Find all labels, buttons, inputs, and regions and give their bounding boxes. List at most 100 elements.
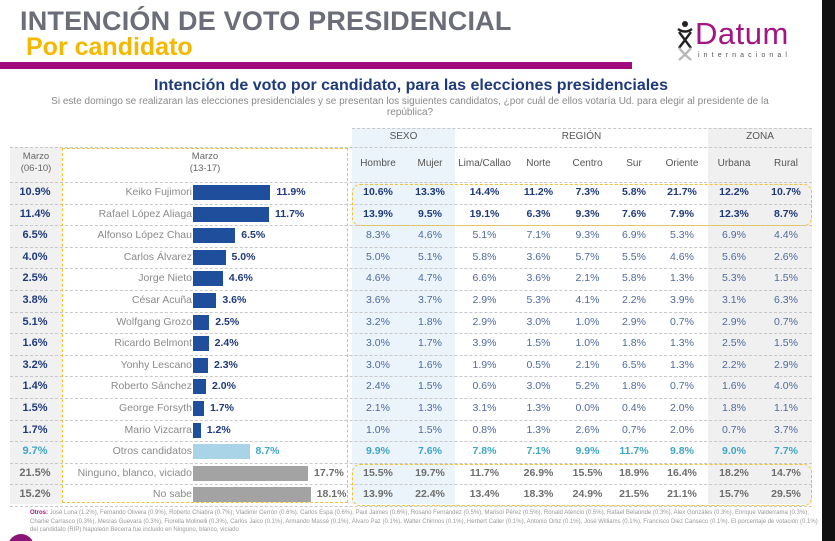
previous-value: 6.5% [22,229,48,242]
vote-bar [193,336,209,352]
segment-value: 5.1% [472,229,497,242]
footnote: Otros: José Luna (1.2%), Fernando Oliver… [30,509,820,535]
bar-value-label: 18.1% [316,488,347,501]
table-row: 3.2% Yonhy Lescano 2.3% 3.0% 1.6% 1.9% 0.5% 2.1… [10,355,812,377]
segment-value: 9.8% [670,445,694,458]
segment-value: 10.7% [771,186,801,198]
table-row: 21.5% Ninguno, blanco, viciado 17.7% 15.5% 1… [10,463,812,485]
group-header-zona: ZONA [746,131,774,142]
table-row: 6.5% Alfonso López Chau 6.5% 8.3% 4.6% 5.1% 7.… [10,225,812,247]
footnote-label: Otros: [30,510,48,516]
bar-value-label: 11.9% [276,186,306,198]
table-row: 1.5% George Forsyth 1.7% 2.1% 1.3% 3.1% 1.3% 0.… [10,398,812,420]
segment-value: 2.1% [575,272,600,285]
segment-value: 3.2% [366,315,390,328]
segment-value: 2.2% [622,294,646,306]
logo-tagline: internacional [698,52,791,59]
vote-bar [193,314,210,330]
footnote-text: José Luna (1.2%), Fernando Olivera (0.9%… [30,510,818,533]
segment-value: 3.0% [526,315,551,328]
candidate-name: Roberto Sánchez [110,380,192,393]
segment-value: 1.3% [670,337,694,350]
segment-value: 21.5% [619,488,649,501]
segment-value: 0.0% [575,402,600,414]
candidate-name: César Acuña [131,294,192,306]
segment-value: 1.8% [722,402,746,414]
candidate-name: Carlos Álvarez [123,250,192,263]
segment-value: 1.3% [670,272,694,285]
segment-value: 22.4% [415,488,445,501]
segment-value: 5.2% [575,380,600,393]
segment-value: 1.5% [526,337,551,350]
segment-value: 15.7% [719,488,749,501]
previous-value: 10.9% [19,186,51,198]
row-divider [10,333,812,335]
segment-value: 1.6% [722,380,746,393]
current-period-header: Marzo (13-17) [180,151,230,175]
segment-value: 1.5% [418,423,442,436]
segment-value: 11.7% [619,445,649,458]
segment-value: 14.4% [469,186,500,198]
segment-value: 3.6% [526,250,551,263]
candidate-name: George Forsyth [119,402,192,414]
row-divider [10,506,812,507]
screen-edge [822,0,835,541]
column-header: Lima/Callao [458,158,511,169]
table-row: 11.4% Rafael López Aliaga 11.7% 13.9% 9.5% 19… [10,204,812,226]
segment-value: 1.8% [622,380,646,393]
bar-value-label: 1.7% [210,402,234,414]
segment-value: 7.1% [526,445,551,458]
segment-value: 5.6% [722,250,746,263]
column-header: Rural [774,158,798,169]
segment-value: 2.2% [722,358,746,371]
previous-value: 21.5% [19,466,51,479]
segment-value: 0.7% [622,423,646,436]
segment-value: 3.0% [366,358,390,371]
table-row: 10.9% Keiko Fujimori 11.9% 10.6% 13.3% 14.4% 1… [10,182,812,204]
segment-value: 0.7% [670,380,694,393]
segment-value: 8.3% [366,229,390,242]
row-divider [10,441,812,443]
column-header: Urbana [717,158,751,169]
segment-value: 5.3% [670,229,694,242]
segment-value: 9.9% [366,445,390,458]
segment-value: 2.1% [575,358,600,371]
segment-value: 1.9% [472,358,497,371]
segment-value: 7.1% [526,229,551,242]
segment-value: 1.8% [418,315,442,328]
segment-value: 6.9% [622,229,646,242]
row-divider [10,398,812,399]
vote-bar [193,401,205,416]
segment-value: 4.6% [670,250,694,263]
previous-value: 5.1% [22,315,48,328]
row-divider [10,462,812,464]
segment-value: 7.6% [418,445,442,458]
bar-value-label: 4.6% [228,272,253,285]
page-subtitle: Por candidato [26,33,193,61]
previous-period-dates: (06-10) [20,163,52,174]
previous-value: 1.7% [22,423,48,436]
candidate-name: Mario Vizcarra [124,423,193,436]
segment-value: 2.4% [366,380,390,393]
row-divider [10,182,812,183]
row-divider [10,376,812,378]
segment-value: 21.1% [667,488,697,501]
segment-value: 2.0% [670,402,694,414]
segment-value: 1.5% [418,380,442,393]
segment-value: 7.3% [575,186,600,198]
segment-value: 9.3% [575,229,600,242]
segment-value: 9.5% [418,207,442,220]
candidate-name: Jorge Nieto [138,272,192,285]
vote-bar [193,185,271,200]
previous-value: 1.6% [22,337,48,350]
segment-value: 29.5% [771,488,801,501]
table-row: 1.4% Roberto Sánchez 2.0% 2.4% 1.5% 0.6% 3.0% 5… [10,376,812,398]
previous-value: 4.0% [22,250,48,263]
segment-value: 7.6% [622,207,646,220]
segment-value: 1.0% [366,423,390,436]
candidate-name: Rafael López Aliaga [98,207,192,220]
previous-period-month: Marzo [22,151,50,162]
table-row: 5.1% Wolfgang Grozo 2.5% 3.2% 1.8% 2.9% 3.0% 1.… [10,312,812,334]
segment-value: 2.6% [575,423,600,436]
vote-bar [193,206,270,222]
